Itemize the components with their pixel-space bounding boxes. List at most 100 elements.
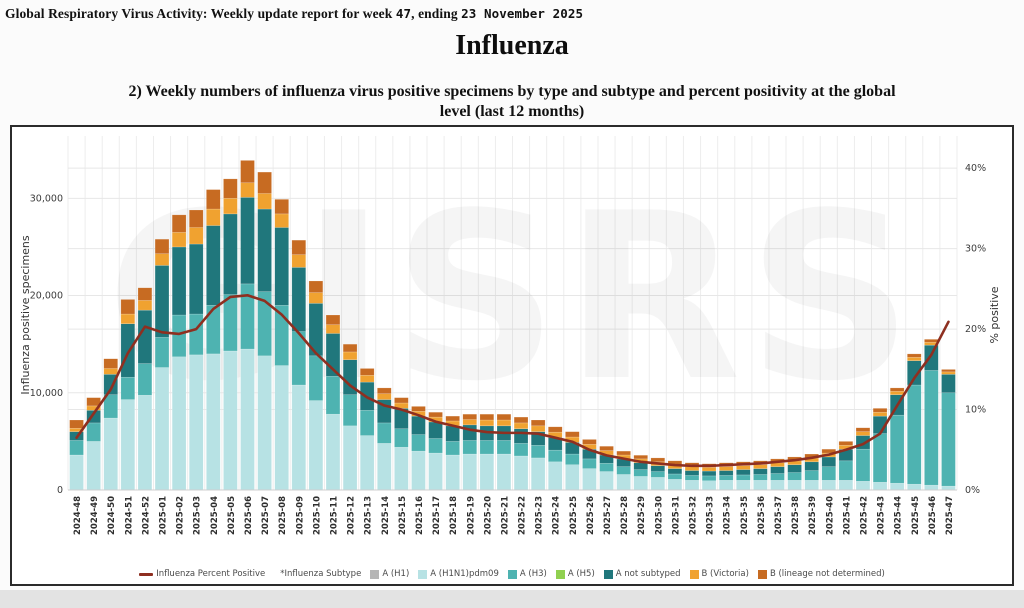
bar-segment-b-victoria-: [342, 351, 358, 360]
bar-segment-b-victoria-: [291, 254, 306, 268]
x-axis-week-label: 2025-47: [945, 496, 955, 535]
bar-segment-b-lineage-not-determined-: [428, 411, 443, 418]
bar-segment-b-victoria-: [189, 227, 204, 245]
bar-segment-a-h1n1-pdm09: [736, 480, 751, 491]
bar-segment-a-h1n1-pdm09: [308, 400, 324, 491]
legend-color-swatch: [507, 569, 517, 579]
left-axis-tick-label: 20,000: [30, 291, 63, 302]
bar-segment-a-h3-: [377, 422, 392, 444]
x-axis-week-label: 2025-44: [894, 496, 904, 535]
bar-segment-b-lineage-not-determined-: [872, 408, 888, 413]
bar-segment-b-victoria-: [154, 253, 170, 266]
report-header: Global Respiratory Virus Activity: Weekl…: [5, 6, 583, 22]
x-axis-week-label: 2025-02: [176, 496, 186, 535]
legend-item-a-h1n1-pdm09: A (H1N1)pdm09: [418, 569, 499, 579]
bar-segment-a-not-subtyped: [223, 213, 238, 295]
bar-segment-a-h3-: [513, 443, 529, 457]
bar-segment-b-lineage-not-determined-: [103, 358, 118, 369]
legend-color-swatch: [370, 569, 380, 579]
bar-segment-a-h3-: [479, 440, 495, 455]
x-axis-week-label: 2025-34: [723, 496, 733, 535]
bar-segment-b-victoria-: [907, 357, 922, 361]
x-axis-week-label: 2025-33: [706, 496, 716, 535]
bar-segment-a-h3-: [650, 471, 666, 478]
x-axis-week-label: 2025-18: [449, 496, 459, 535]
legend-color-swatch: [418, 569, 428, 579]
bar-segment-a-not-subtyped: [445, 425, 460, 442]
bar-segment-a-h3-: [736, 474, 751, 481]
bar-segment-a-not-subtyped: [736, 469, 751, 476]
legend-label: A (H1N1)pdm09: [430, 569, 499, 579]
x-axis-week-label: 2025-35: [740, 496, 750, 535]
bar-segment-b-victoria-: [530, 425, 546, 432]
bar-segment-a-not-subtyped: [633, 462, 648, 470]
legend-color-swatch: [689, 569, 699, 579]
bar-segment-a-h1n1-pdm09: [428, 452, 443, 491]
x-axis-week-label: 2025-20: [483, 496, 493, 535]
chart-subtitle: 2) Weekly numbers of influenza virus pos…: [12, 82, 1012, 122]
bar-segment-b-lineage-not-determined-: [411, 406, 426, 412]
bar-segment-a-h3-: [496, 440, 512, 455]
bar-segment-b-lineage-not-determined-: [462, 413, 477, 420]
bar-segment-a-h1n1-pdm09: [787, 480, 802, 491]
bar-segment-a-h3-: [223, 294, 238, 352]
bar-segment-a-not-subtyped: [924, 344, 939, 371]
bar-segment-a-not-subtyped: [291, 267, 306, 332]
bar-segment-b-victoria-: [736, 465, 751, 470]
bar-segment-a-h1n1-pdm09: [889, 482, 905, 491]
bar-segment-b-victoria-: [941, 371, 956, 375]
x-axis-week-label: 2025-06: [244, 496, 254, 535]
bar-segment-b-lineage-not-determined-: [206, 189, 221, 210]
bar-segment-b-victoria-: [223, 198, 238, 215]
x-axis-week-label: 2025-42: [859, 496, 869, 535]
percent-positive-line: [75, 293, 950, 468]
bar-segment-a-h1n1-pdm09: [753, 480, 768, 491]
bar-segment-a-not-subtyped: [701, 470, 717, 477]
right-axis-tick-label: 10%: [965, 405, 986, 416]
bar-segment-b-lineage-not-determined-: [189, 209, 204, 228]
bar-segment-a-h1n1-pdm09: [171, 356, 187, 491]
bar-segment-b-lineage-not-determined-: [69, 419, 84, 429]
bar-segment-b-lineage-not-determined-: [359, 368, 375, 376]
bar-segment-a-not-subtyped: [120, 323, 136, 378]
legend-color-swatch: [757, 569, 767, 579]
bar-segment-b-victoria-: [103, 368, 118, 375]
bar-segment-a-h3-: [206, 305, 221, 355]
bar-segment-a-h1n1-pdm09: [359, 435, 375, 491]
bar-segment-a-not-subtyped: [189, 243, 204, 315]
bar-segment-a-h3-: [240, 283, 255, 350]
bar-segment-b-victoria-: [719, 466, 734, 471]
x-axis-week-label: 2024-49: [90, 496, 100, 535]
x-axis-week-label: 2024-48: [73, 496, 83, 535]
bar-segment-a-h3-: [69, 440, 84, 456]
bar-segment-a-not-subtyped: [240, 197, 255, 285]
bar-segment-a-not-subtyped: [428, 421, 443, 439]
bar-segment-b-victoria-: [513, 422, 529, 429]
x-axis-week-label: 2025-19: [466, 496, 476, 535]
percent-positive-line-swatch: [139, 572, 154, 576]
left-axis-tick-label: 10,000: [30, 388, 63, 399]
legend-item-percent-positive: Influenza Percent Positive: [139, 569, 265, 579]
bar-segment-b-victoria-: [701, 467, 717, 472]
bar-segment-b-lineage-not-determined-: [325, 314, 341, 325]
bar-segment-a-h1n1-pdm09: [530, 457, 546, 491]
bar-segment-a-h1n1-pdm09: [394, 446, 409, 491]
bar-segment-a-h1n1-pdm09: [924, 484, 939, 491]
x-axis-week-label: 2025-10: [312, 496, 322, 535]
legend-item-b-lineage-not-determined-: B (lineage not determined): [757, 569, 885, 579]
bar-segment-a-h3-: [855, 448, 871, 482]
bar-segment-a-not-subtyped: [667, 468, 683, 475]
x-axis-week-label: 2025-22: [518, 496, 528, 535]
left-axis-title: Influenza positive specimens: [19, 235, 32, 395]
bar-segment-a-not-subtyped: [770, 466, 785, 474]
bar-segment-a-h3-: [86, 422, 101, 442]
bar-segment-a-h3-: [804, 470, 819, 481]
legend-item-b-victoria-: B (Victoria): [689, 569, 749, 579]
bar-segment-a-h1n1-pdm09: [565, 464, 580, 491]
bar-segment-a-h3-: [137, 363, 153, 396]
bar-segment-a-h3-: [599, 463, 614, 472]
bar-segment-a-h1n1-pdm09: [411, 450, 426, 491]
bar-segment-a-not-subtyped: [171, 246, 187, 316]
bar-segment-b-victoria-: [889, 391, 905, 395]
bar-segment-a-not-subtyped: [206, 225, 221, 306]
